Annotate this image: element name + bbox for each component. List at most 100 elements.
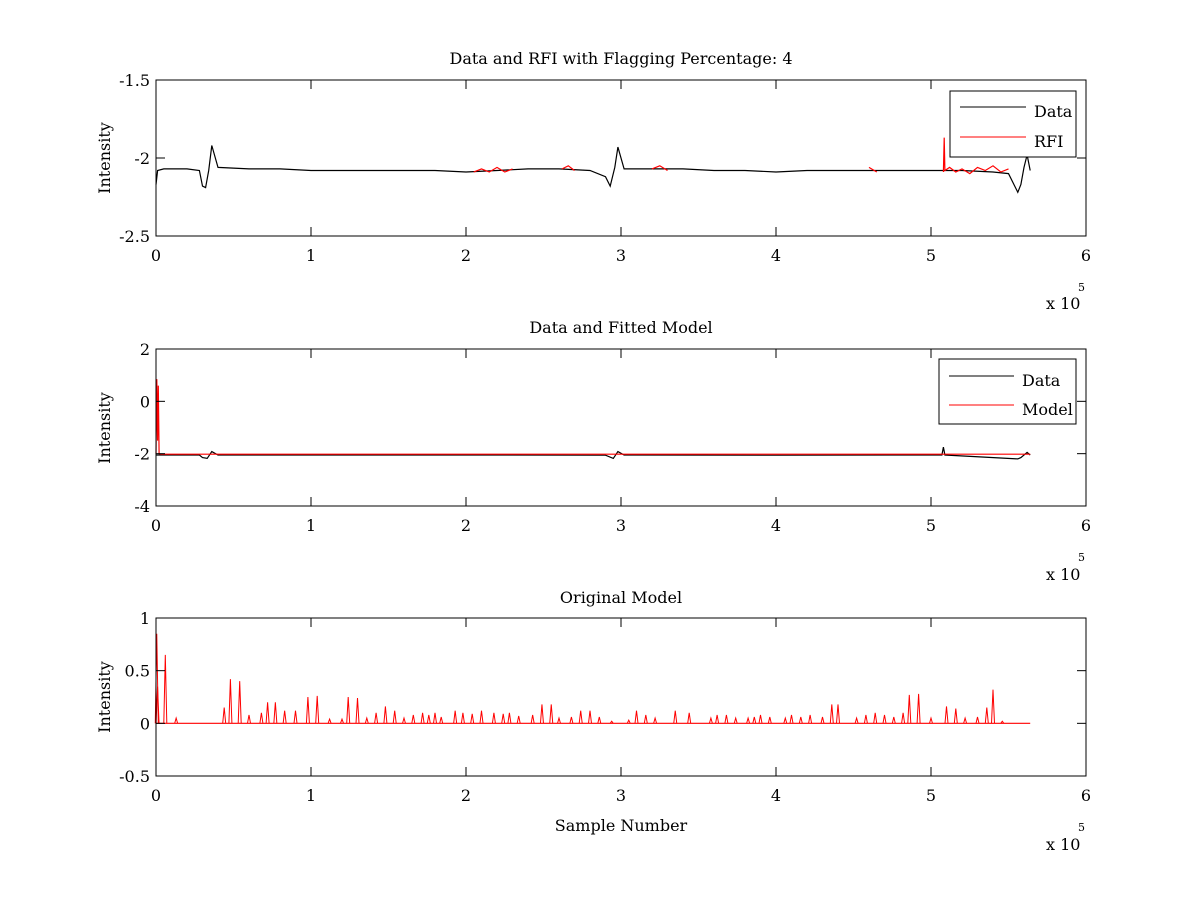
series-spike	[746, 716, 751, 724]
axes-layer: 0 1 2 3 4 5 6 -4 -2 0 2	[134, 340, 1091, 535]
y-tick-label: -4	[134, 497, 150, 516]
x-tick-label: 2	[461, 516, 471, 535]
series-spike	[944, 706, 949, 724]
series-spike	[891, 716, 896, 724]
series-spike	[916, 693, 921, 724]
y-tick-label: 0	[140, 714, 150, 733]
series-spike	[273, 702, 278, 724]
series-spike	[470, 713, 475, 724]
series-segment-rfi	[868, 166, 878, 173]
series-spike	[491, 712, 496, 724]
series-spike	[578, 710, 583, 724]
series-line-data	[155, 145, 1031, 194]
series-spike	[411, 714, 416, 724]
series-spike	[767, 716, 772, 724]
x-tick-label: 6	[1081, 786, 1091, 805]
series-spike	[228, 679, 233, 724]
legend-entry-data: Data	[1034, 102, 1073, 121]
series-spike	[530, 714, 535, 724]
series-layer	[154, 633, 1031, 724]
legend-entry-data: Data	[1022, 371, 1061, 390]
series-spike	[873, 712, 878, 724]
legend: Data RFI	[949, 90, 1077, 158]
series-spike	[569, 716, 574, 724]
series-spike	[507, 712, 512, 724]
legend-entry-model: Model	[1022, 400, 1073, 419]
series-spike	[426, 714, 431, 724]
series-spike	[597, 716, 602, 724]
y-tick-label: 0.5	[125, 662, 150, 681]
series-spike	[420, 712, 425, 724]
x-multiplier-label: x 10	[1046, 835, 1080, 854]
series-spike	[174, 716, 179, 724]
series-spike	[453, 710, 458, 724]
subplot-original-model: Original Model Intensity Sample Number x…	[95, 588, 1091, 854]
series-spike	[479, 710, 484, 724]
series-spike	[222, 707, 227, 724]
y-tick-label: -0.5	[119, 767, 150, 786]
x-tick-label: 4	[771, 246, 781, 265]
series-spike	[259, 712, 264, 724]
legend: Data Model	[938, 358, 1077, 425]
legend-entry-rfi: RFI	[1034, 132, 1063, 151]
series-spike	[539, 704, 544, 724]
y-tick-label: -2.5	[119, 227, 150, 246]
y-tick-label: 1	[140, 609, 150, 628]
series-spike	[626, 719, 631, 724]
series-spike	[991, 689, 995, 724]
y-axis-label: Intensity	[95, 392, 114, 464]
series-spike	[340, 717, 344, 724]
series-spike	[798, 716, 803, 724]
series-spike	[155, 686, 160, 724]
series-spike	[708, 716, 713, 724]
series-spike	[783, 716, 788, 724]
y-tick-label: -2	[134, 445, 150, 464]
subplot-fitted-model: Data and Fitted Model Intensity x 10 5 0…	[95, 318, 1091, 584]
series-spike	[643, 714, 648, 724]
series-spike	[963, 716, 968, 724]
series-spike	[820, 716, 825, 724]
x-multiplier-exponent: 5	[1078, 821, 1085, 834]
x-tick-label: 2	[461, 246, 471, 265]
series-spike	[433, 712, 437, 724]
series-spike	[882, 714, 887, 724]
x-tick-label: 1	[306, 246, 316, 265]
series-spike	[715, 714, 720, 724]
subplot-rfi-flagging: Data and RFI with Flagging Percentage: 4…	[95, 49, 1091, 313]
series-spike	[355, 698, 360, 724]
series-spike	[752, 716, 757, 724]
subplot-title: Data and Fitted Model	[529, 318, 712, 337]
series-spike	[501, 713, 506, 724]
x-tick-label: 5	[926, 516, 936, 535]
series-spike	[901, 712, 906, 724]
series-spike	[305, 696, 310, 724]
x-multiplier-label: x 10	[1046, 565, 1080, 584]
series-spike	[383, 706, 388, 724]
y-tick-label: 0	[140, 392, 150, 411]
y-tick-label: -2	[134, 149, 150, 168]
x-tick-label: 0	[151, 516, 161, 535]
series-spike	[392, 710, 397, 724]
x-multiplier-label: x 10	[1046, 294, 1080, 313]
x-tick-label: 1	[306, 786, 316, 805]
x-tick-label: 1	[306, 516, 316, 535]
x-multiplier-exponent: 5	[1078, 551, 1085, 564]
series-segment-rfi	[651, 165, 668, 172]
series-spike	[402, 716, 406, 724]
series-spike	[588, 710, 592, 724]
series-spike	[687, 712, 692, 724]
x-tick-label: 5	[926, 246, 936, 265]
axes-layer: 0 1 2 3 4 5 6-0.500.51	[119, 609, 1091, 805]
x-tick-label: 3	[616, 516, 626, 535]
series-spike	[808, 714, 813, 724]
x-multiplier-exponent: 5	[1078, 281, 1085, 294]
series-spike	[364, 716, 369, 724]
series-spike	[516, 715, 521, 724]
series-segment-rfi	[473, 166, 513, 173]
series-spike	[346, 696, 351, 724]
series-spike	[163, 654, 168, 724]
series-spike	[460, 712, 465, 724]
series-spike	[327, 717, 332, 724]
x-tick-label: 6	[1081, 516, 1091, 535]
